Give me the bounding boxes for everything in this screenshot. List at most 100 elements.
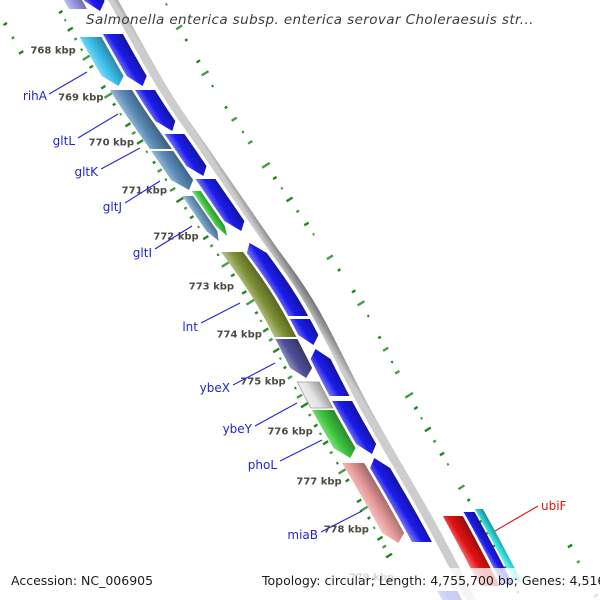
cds-ring [77, 0, 462, 600]
gc-dash [175, 196, 184, 204]
gene-label-miaB[interactable]: miaB [287, 528, 318, 542]
label-leader-lnt [200, 302, 241, 324]
feature-ubiF[interactable] [474, 509, 522, 582]
tick-label-770kbp: 770 kbp [89, 138, 134, 149]
gc-dash [326, 254, 334, 261]
feature-cds[interactable] [77, 0, 105, 11]
feature-gltI[interactable] [182, 196, 219, 241]
gc-dash [58, 9, 64, 15]
feature-cds[interactable] [135, 90, 176, 131]
gc-dash [136, 139, 144, 145]
feature-ybeX[interactable] [275, 339, 313, 378]
gc-dash [413, 405, 419, 411]
tick-label-769kbp: 769 kbp [58, 93, 103, 104]
feature-cds[interactable] [310, 349, 350, 396]
gc-dash [381, 544, 387, 549]
feature-cds[interactable] [195, 179, 245, 231]
gc-dash [345, 478, 350, 483]
gc-dash [80, 48, 84, 52]
gc-dash [295, 209, 300, 214]
gc-dash [382, 346, 389, 352]
gc-dash [303, 221, 310, 227]
gc-dash [202, 234, 209, 241]
feature-rihA[interactable] [79, 37, 124, 86]
gc-dash [312, 232, 316, 236]
gc-dash [241, 290, 248, 295]
gc-dash [131, 130, 137, 136]
gene-label-rihA[interactable]: rihA [23, 89, 48, 103]
feature-inner-blue[interactable] [463, 512, 513, 584]
gene-label-ubiF[interactable]: ubiF [541, 499, 567, 513]
gc-dash [103, 91, 113, 99]
feature-lavender-fragment[interactable] [58, 0, 87, 9]
gene-label-phoL[interactable]: phoL [248, 458, 278, 472]
status-bar: Accession: NC_006905 Topology: circular;… [0, 568, 600, 600]
gc-dash [420, 416, 424, 420]
gc-dash [293, 386, 297, 390]
gene-label-gltJ[interactable]: gltJ [103, 200, 122, 214]
gene-label-lnt[interactable]: lnt [182, 320, 198, 334]
label-leader-rihA [48, 71, 88, 95]
gc-dash [567, 543, 573, 549]
gene-label-gltI[interactable]: gltI [133, 246, 152, 260]
gc-dash [282, 365, 287, 370]
gene-label-gltL[interactable]: gltL [53, 134, 76, 148]
gc-dash [262, 327, 269, 333]
gc-dash [272, 175, 278, 181]
tick-label-777kbp: 777 kbp [296, 477, 341, 488]
gc-dash [394, 369, 401, 375]
label-leader-ubiF [494, 505, 539, 532]
gc-dash [145, 150, 149, 154]
gc-dash [247, 139, 253, 145]
feature-gltL[interactable] [110, 90, 172, 149]
feature-cds[interactable] [164, 134, 207, 176]
gene-label-ybeX[interactable]: ybeX [200, 381, 230, 395]
feature-cds[interactable] [289, 319, 319, 345]
gc-dash [307, 413, 312, 417]
feature-cds[interactable] [332, 401, 377, 454]
gc-dash [439, 451, 445, 457]
backbone [108, 0, 476, 600]
gc-dash [322, 440, 329, 446]
gc-dash [366, 314, 370, 318]
tick-label-776kbp: 776 kbp [267, 427, 312, 438]
gene-label-gltK[interactable]: gltK [74, 165, 99, 179]
feature-cds[interactable] [102, 34, 147, 86]
gc-dash [329, 450, 334, 455]
gc-dash [164, 178, 168, 182]
label-leader-gltJ [124, 180, 161, 204]
gc-dash [404, 391, 414, 399]
gc-dash [278, 357, 282, 361]
feature-ybeY[interactable] [296, 381, 334, 409]
gc-dash [466, 498, 471, 502]
gc-dash [335, 461, 339, 465]
gc-dash [18, 50, 24, 55]
feature-phoL[interactable] [312, 410, 356, 458]
feature-cds[interactable] [370, 458, 432, 542]
feature-gltJ[interactable] [191, 191, 228, 236]
gene-label-ybeY[interactable]: ybeY [223, 422, 253, 436]
gc-dash [446, 462, 450, 466]
gc-dash [272, 347, 280, 354]
label-leader-ybeX [232, 362, 276, 386]
feature-miaB[interactable] [342, 463, 405, 543]
gc-dash [124, 122, 132, 128]
gc-dash [230, 273, 236, 278]
gc-dash [156, 168, 163, 173]
gc-dash [211, 84, 215, 88]
label-leader-phoL [279, 439, 323, 462]
feature-gltK[interactable] [151, 151, 194, 190]
feature-cds[interactable] [246, 243, 309, 316]
gc-dash [230, 116, 238, 122]
gc-dash [201, 70, 210, 77]
gc-dash [100, 84, 107, 90]
gene-labels: rihA gltL gltK gltJ gltI lnt ybeX ybeY phoL miaB u… [23, 71, 567, 542]
gc-dash [241, 130, 245, 134]
feature-lnt[interactable] [221, 252, 297, 337]
gc-dash [300, 402, 309, 409]
gc-dash [169, 186, 176, 193]
gc-dash [216, 253, 220, 257]
